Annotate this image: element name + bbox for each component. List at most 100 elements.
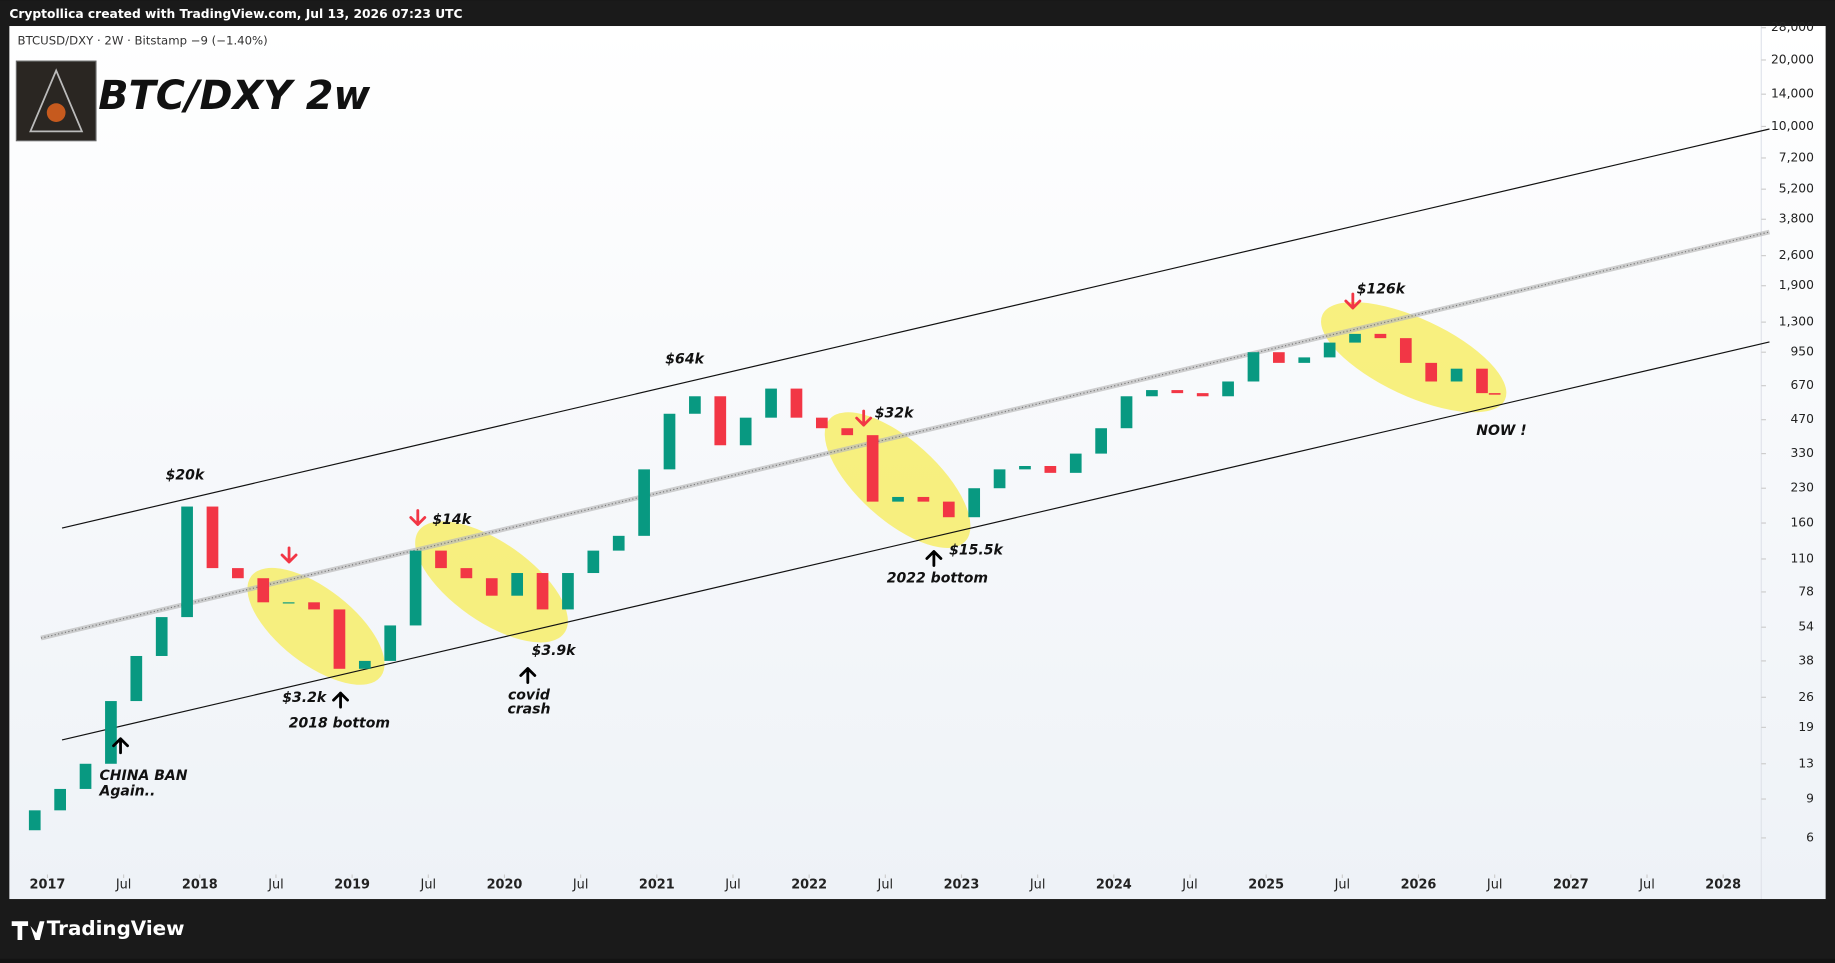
y-tick-label: 5,200 xyxy=(1779,182,1814,196)
candle-body xyxy=(1069,453,1082,473)
candle-body xyxy=(232,568,244,579)
x-tick-label: 2024 xyxy=(1096,878,1132,893)
candle-body xyxy=(790,388,803,418)
candle-body xyxy=(866,435,879,502)
candle-body xyxy=(384,625,397,661)
x-tick-label: 2025 xyxy=(1248,878,1284,893)
candle-body xyxy=(282,602,295,604)
candle-body xyxy=(105,701,117,764)
candle-body xyxy=(663,413,676,470)
up-arrow xyxy=(925,550,943,567)
candle-body xyxy=(460,568,473,579)
candle-body xyxy=(1488,393,1501,395)
y-tick-label: 28,000 xyxy=(1771,20,1814,34)
up-arrow xyxy=(519,667,537,684)
candle-body xyxy=(1222,381,1234,397)
candle-body xyxy=(358,660,371,669)
candle-body xyxy=(1374,333,1387,339)
y-tick-label: 950 xyxy=(1791,345,1814,359)
x-tick-label: Jul xyxy=(420,878,437,893)
y-tick-label: 670 xyxy=(1791,378,1814,392)
y-tick-label: 7,200 xyxy=(1779,150,1814,164)
candle-body xyxy=(1298,357,1311,363)
annotation: $20k xyxy=(166,467,206,483)
candle-body xyxy=(1450,368,1463,382)
annotation: $64k xyxy=(665,352,705,368)
annotation: covid xyxy=(508,687,551,703)
candle-body xyxy=(714,396,727,446)
candle-body xyxy=(257,578,270,603)
candle-body xyxy=(1044,465,1057,473)
candle-body xyxy=(485,578,498,596)
candle-body xyxy=(1273,352,1285,363)
candle-body xyxy=(1399,338,1412,363)
x-tick-label: 2028 xyxy=(1705,878,1741,893)
logo-mark xyxy=(29,68,84,133)
up-arrow xyxy=(332,691,349,709)
candle-body xyxy=(968,488,981,518)
brand: TradingView xyxy=(47,917,185,940)
candle-body xyxy=(409,550,422,626)
candle-body xyxy=(1247,352,1260,382)
candle-body xyxy=(155,617,168,656)
x-tick-label: Jul xyxy=(267,878,284,893)
chart-title: BTC/DXY 2w xyxy=(98,73,370,119)
x-tick-label: 2018 xyxy=(182,878,218,893)
channel-lower xyxy=(61,341,1770,741)
candle-body xyxy=(689,396,701,414)
y-tick-label: 470 xyxy=(1791,412,1814,426)
candle-body xyxy=(587,550,600,574)
candle-body xyxy=(815,417,828,429)
x-tick-label: Jul xyxy=(724,878,741,893)
brand-logo xyxy=(11,921,45,941)
candle-body xyxy=(638,469,650,536)
candle-body xyxy=(1476,368,1488,394)
x-tick-label: 2022 xyxy=(791,878,827,893)
logo xyxy=(15,60,97,142)
annotation: $126k xyxy=(1357,281,1407,297)
annotation: 2018 bottom xyxy=(289,716,390,732)
y-tick-label: 14,000 xyxy=(1771,87,1814,101)
y-tick-label: 110 xyxy=(1791,551,1814,565)
candle-body xyxy=(79,763,92,789)
annotation: $14k xyxy=(432,512,472,528)
symbol: BTCUSD/DXY · 2W · Bitstamp −9 (−1.40%) xyxy=(18,34,268,48)
y-tick-label: 20,000 xyxy=(1771,52,1814,66)
down-arrow xyxy=(1344,292,1362,310)
x-tick-label: 2020 xyxy=(487,878,523,893)
candle-body xyxy=(993,469,1006,489)
x-tick-label: Jul xyxy=(1029,878,1046,893)
candle-body xyxy=(1019,465,1031,470)
y-tick-label: 3,800 xyxy=(1779,212,1814,226)
x-tick-label: 2019 xyxy=(334,878,370,893)
annotation: NOW ! xyxy=(1476,423,1526,439)
candle-body xyxy=(1120,396,1133,429)
x-tick-label: 2026 xyxy=(1401,878,1437,893)
annotation: Again.. xyxy=(98,783,155,799)
candle-body xyxy=(308,602,320,610)
y-tick-label: 230 xyxy=(1791,481,1814,495)
x-tick-label: 2017 xyxy=(30,878,66,893)
x-tick-label: Jul xyxy=(1638,878,1655,893)
candle-body xyxy=(1323,342,1336,358)
candle-body xyxy=(1095,428,1107,454)
channel-mid-dots xyxy=(40,231,1770,639)
candle-body xyxy=(130,655,143,702)
candle-body xyxy=(536,573,549,610)
candle-body xyxy=(739,417,752,446)
channel-upper xyxy=(61,128,1770,529)
x-tick-label: Jul xyxy=(572,878,589,893)
y-tick-label: 9 xyxy=(1806,792,1814,806)
candle-body xyxy=(1196,393,1209,397)
y-tick-label: 38 xyxy=(1798,653,1814,667)
x-tick-label: 2027 xyxy=(1553,878,1589,893)
candle-body xyxy=(892,496,904,502)
y-tick-label: 1,900 xyxy=(1779,278,1814,292)
down-arrow xyxy=(409,509,427,526)
candle-body xyxy=(28,810,41,831)
annotation: $3.2k xyxy=(282,690,328,706)
highlight xyxy=(1321,302,1507,413)
annotation: crash xyxy=(507,701,550,717)
